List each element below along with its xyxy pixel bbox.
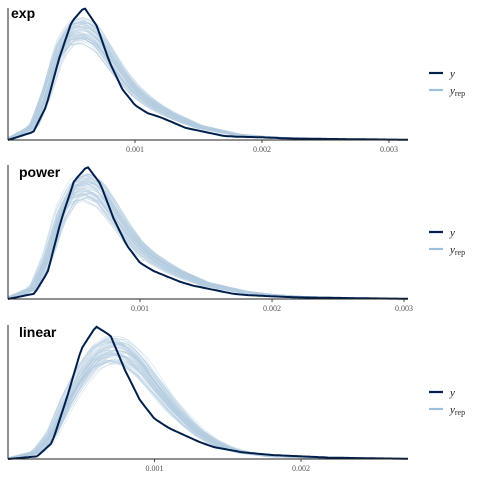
x-ticks-linear: 0.001 0.002 <box>146 459 310 473</box>
panel-title-linear: linear <box>19 324 57 340</box>
yrep-draws-linear <box>7 335 409 460</box>
x-tick-label: 0.002 <box>263 304 281 313</box>
yrep-draw-line <box>7 39 408 141</box>
x-tick-label: 0.003 <box>395 304 413 313</box>
x-tick-label: 0.001 <box>146 464 164 473</box>
legend-y-label: y <box>449 227 455 239</box>
yrep-draw-line <box>7 43 408 141</box>
y-density-linear <box>7 325 408 460</box>
yrep-draw-line <box>7 33 408 141</box>
panel-linear: 0.001 0.002 linear y yrep <box>7 324 465 473</box>
yrep-draw-line <box>7 33 408 141</box>
x-tick-label: 0.002 <box>292 464 310 473</box>
legend-linear: y yrep <box>429 387 465 417</box>
y-density-power <box>7 166 408 300</box>
x-tick-label: 0.002 <box>253 145 271 154</box>
x-ticks-power: 0.001 0.002 0.003 <box>131 299 413 313</box>
legend-y-label: y <box>449 68 455 80</box>
yrep-draw-line <box>7 43 409 141</box>
legend-yrep-label: yrep <box>449 404 465 417</box>
x-tick-label: 0.001 <box>126 145 144 154</box>
yrep-draw-line <box>7 38 409 141</box>
x-tick-label: 0.001 <box>131 304 149 313</box>
legend-exp: y yrep <box>429 68 465 98</box>
yrep-draw-line <box>7 33 408 141</box>
yrep-draws-exp <box>7 16 409 141</box>
yrep-draw-line <box>7 38 408 141</box>
panel-title-power: power <box>19 164 61 180</box>
legend-power: y yrep <box>429 227 465 257</box>
yrep-draws-power <box>7 172 409 300</box>
panel-exp: 0.001 0.002 0.003 exp y yrep <box>7 5 465 154</box>
yrep-draw-line <box>7 42 408 141</box>
y-density-exp <box>7 7 408 141</box>
legend-y-label: y <box>449 387 455 399</box>
yrep-draw-line <box>8 33 408 141</box>
x-tick-label: 0.003 <box>380 145 398 154</box>
yrep-draw-line <box>7 38 408 141</box>
x-ticks-exp: 0.001 0.002 0.003 <box>126 140 398 154</box>
panel-power: 0.001 0.002 0.003 power y yrep <box>7 164 465 313</box>
legend-yrep-label: yrep <box>449 244 465 257</box>
yrep-draw-line <box>8 41 408 141</box>
yrep-draw-line <box>7 34 408 141</box>
panel-title-exp: exp <box>11 5 35 21</box>
yrep-draw-line <box>7 34 408 141</box>
legend-yrep-label: yrep <box>449 85 465 98</box>
